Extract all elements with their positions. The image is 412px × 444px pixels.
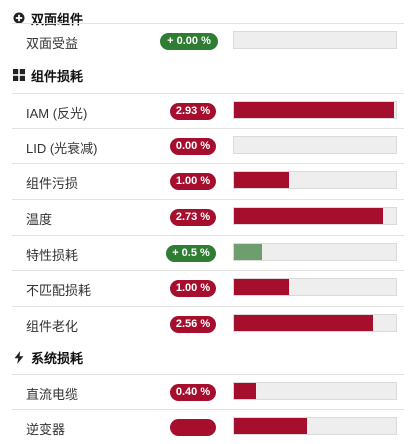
loss-row: LID (光衰减) 0.00 % <box>12 128 404 163</box>
loss-bar-track <box>233 171 397 189</box>
loss-bar-track <box>233 382 397 400</box>
loss-bar-track <box>233 136 397 154</box>
loss-bar-fill <box>234 208 383 224</box>
loss-bar-track <box>233 417 397 435</box>
section-title: 系统损耗 <box>31 350 84 366</box>
loss-bar-track <box>233 31 397 49</box>
loss-value-badge: 2.56 % <box>170 316 216 333</box>
loss-value-badge: 2.73 % <box>170 209 216 226</box>
loss-row-label: 特性损耗 <box>26 248 79 263</box>
lightning-icon <box>12 350 26 364</box>
loss-bar-track <box>233 314 397 332</box>
loss-row: 双面受益 + 0.00 % <box>12 23 404 58</box>
loss-row: IAM (反光) 2.93 % <box>12 93 404 128</box>
loss-bar-track <box>233 278 397 296</box>
loss-bar-fill <box>234 383 256 399</box>
loss-row-label: LID (光衰减) <box>26 141 98 156</box>
loss-value-badge: 1.00 % <box>170 173 216 190</box>
loss-row-label: 直流电缆 <box>26 387 79 402</box>
loss-row: 逆变器 <box>12 409 404 444</box>
section-header: 组件损耗 <box>0 57 412 93</box>
loss-value-badge <box>170 419 216 436</box>
loss-row-label: 逆变器 <box>26 422 66 437</box>
loss-row: 组件老化 2.56 % <box>12 306 404 341</box>
loss-bar-track <box>233 207 397 225</box>
loss-bar-fill <box>234 244 262 260</box>
loss-bar-track <box>233 101 397 119</box>
plus-circle-icon <box>12 11 26 25</box>
loss-row: 组件污损 1.00 % <box>12 163 404 198</box>
loss-bar-fill <box>234 279 289 295</box>
loss-row-label: 组件老化 <box>26 319 79 334</box>
loss-row-label: 组件污损 <box>26 176 79 191</box>
loss-value-badge: 2.93 % <box>170 103 216 120</box>
loss-row: 特性损耗 + 0.5 % <box>12 235 404 270</box>
section-header: 系统损耗 <box>0 339 412 375</box>
loss-row-label: 双面受益 <box>26 36 79 51</box>
loss-value-badge: 0.40 % <box>170 384 216 401</box>
loss-row: 直流电缆 0.40 % <box>12 374 404 409</box>
loss-row: 温度 2.73 % <box>12 199 404 234</box>
loss-row-label: 温度 <box>26 212 53 227</box>
loss-value-badge: 1.00 % <box>170 280 216 297</box>
loss-bar-fill <box>234 172 289 188</box>
loss-bar-track <box>233 243 397 261</box>
loss-value-badge: + 0.5 % <box>166 245 216 262</box>
section-title: 组件损耗 <box>31 68 84 84</box>
loss-bar-fill <box>234 102 394 118</box>
loss-value-badge: 0.00 % <box>170 138 216 155</box>
loss-bar-fill <box>234 418 307 434</box>
loss-row-label: 不匹配损耗 <box>26 283 92 298</box>
grid-icon <box>12 68 26 82</box>
section-title: 双面组件 <box>31 11 84 27</box>
loss-value-badge: + 0.00 % <box>160 33 218 50</box>
section-header: 双面组件 <box>0 0 412 36</box>
loss-bar-fill <box>234 315 373 331</box>
loss-row-label: IAM (反光) <box>26 106 88 121</box>
loss-row: 不匹配损耗 1.00 % <box>12 270 404 305</box>
